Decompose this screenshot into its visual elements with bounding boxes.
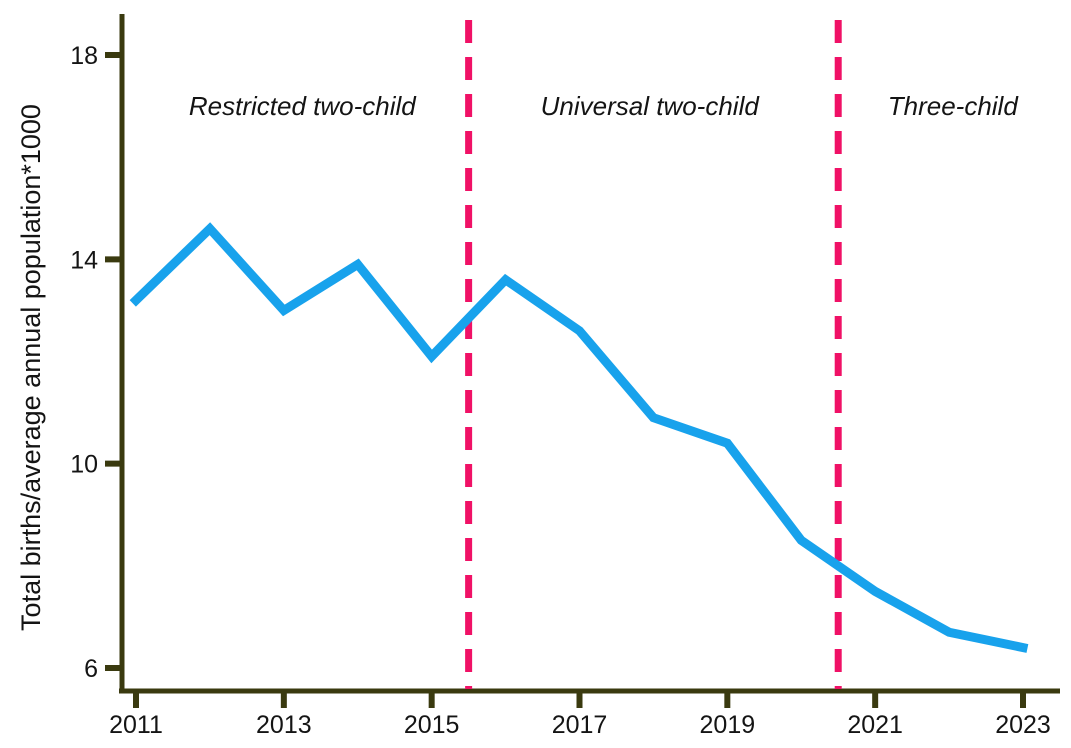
y-axis-tick-label: 6 (84, 655, 98, 683)
x-axis-tick-label: 2011 (109, 711, 163, 739)
x-axis-tick-label: 2019 (700, 711, 756, 739)
y-axis-title: Total births/average annual population*1… (16, 104, 46, 631)
x-axis-tick-label: 2023 (995, 711, 1051, 739)
policy-period-label: Restricted two-child (189, 91, 417, 121)
x-axis-tick-label: 2013 (256, 711, 312, 739)
y-axis-tick-label: 14 (70, 246, 98, 274)
x-axis-tick-label: 2017 (552, 711, 608, 739)
policy-period-label: Universal two-child (541, 91, 761, 121)
x-axis-tick-label: 2015 (404, 711, 460, 739)
x-axis-tick-label: 2021 (847, 711, 903, 739)
birth-rate-data-line (129, 222, 1029, 653)
y-axis-tick-label: 10 (70, 451, 98, 479)
policy-period-label: Three-child (888, 91, 1020, 121)
y-axis-tick-label: 18 (70, 42, 98, 70)
